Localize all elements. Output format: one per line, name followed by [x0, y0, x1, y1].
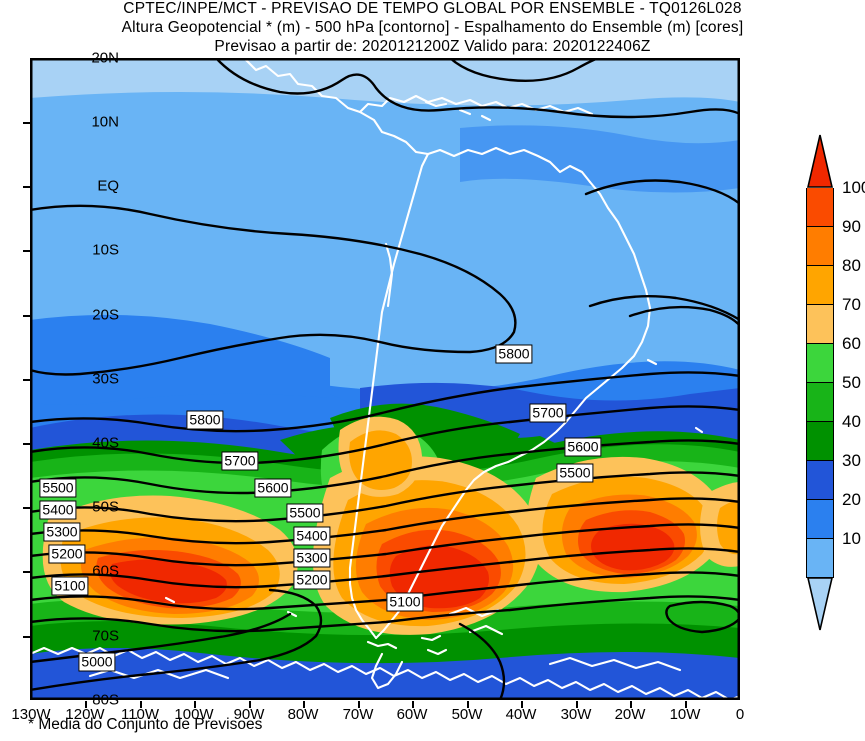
y-axis-label: 60S — [92, 562, 119, 580]
x-axis-tick — [140, 701, 142, 708]
contour-label: 5700 — [221, 451, 259, 471]
contour-label: 5200 — [293, 570, 331, 590]
contour-label: 5500 — [39, 478, 77, 498]
x-axis-tick — [467, 701, 469, 708]
y-axis-tick — [23, 636, 30, 638]
contour-label: 5200 — [48, 544, 86, 564]
x-axis-label: 50W — [451, 706, 483, 723]
x-axis-label: 0 — [735, 706, 745, 723]
contour-label: 5500 — [556, 463, 594, 483]
x-axis-label: 10W — [669, 706, 701, 723]
colorbar-tick-50: 50 — [842, 373, 861, 392]
contour-label: 5100 — [51, 576, 89, 596]
y-axis-label: 40S — [92, 434, 119, 452]
y-axis-tick — [23, 379, 30, 381]
y-axis-label: 10S — [92, 241, 119, 259]
contour-label: 5600 — [564, 437, 602, 457]
colorbar-tick-70: 70 — [842, 295, 861, 314]
map-canvas — [30, 58, 740, 700]
colorbar-tick-90: 90 — [842, 217, 861, 236]
contour-label: 5800 — [495, 344, 533, 364]
x-axis-label: 110W — [120, 706, 160, 723]
contour-label: 5300 — [293, 548, 331, 568]
y-axis-label: 20N — [91, 49, 119, 67]
x-axis-label: 40W — [505, 706, 537, 723]
x-axis-label: 20W — [614, 706, 646, 723]
colorbar-cell-90-100[interactable] — [806, 188, 834, 227]
colorbar-tick-20: 20 — [842, 490, 861, 509]
x-axis-tick — [303, 701, 305, 708]
x-axis-tick — [412, 701, 414, 708]
footer-note: * Media do Conjunto de Previsoes — [28, 716, 263, 733]
x-axis-tick — [576, 701, 578, 708]
x-axis-tick — [630, 701, 632, 708]
x-axis-label: 100W — [174, 706, 214, 723]
colorbar-cell-50-60[interactable] — [806, 344, 834, 383]
chart-title-institution: CPTEC/INPE/MCT - PREVISAO DE TEMPO GLOBA… — [123, 0, 742, 17]
y-axis-label: 20S — [92, 306, 119, 324]
colorbar-cell-10-20[interactable] — [806, 500, 834, 539]
x-axis-label: 70W — [342, 706, 374, 723]
y-axis-label: 10N — [91, 113, 119, 131]
contour-label: 5300 — [43, 522, 81, 542]
x-axis-tick — [249, 701, 251, 708]
x-axis-tick — [521, 701, 523, 708]
colorbar-cell-80-90[interactable] — [806, 227, 834, 266]
x-axis-tick — [194, 701, 196, 708]
contour-label: 5400 — [293, 526, 331, 546]
contour-label: 5000 — [78, 652, 116, 672]
x-axis-tick — [358, 701, 360, 708]
colorbar[interactable] — [806, 133, 834, 632]
x-axis-label: 90W — [233, 706, 265, 723]
colorbar-bottom-arrow — [806, 577, 834, 631]
colorbar-tick-80: 80 — [842, 256, 861, 275]
x-axis-label: 80W — [287, 706, 319, 723]
colorbar-cell-30-40[interactable] — [806, 422, 834, 461]
colorbar-tick-40: 40 — [842, 412, 861, 431]
y-axis-label: 70S — [92, 627, 119, 645]
x-axis-tick — [85, 701, 87, 708]
colorbar-cell-60-70[interactable] — [806, 305, 834, 344]
colorbar-cell-40-50[interactable] — [806, 383, 834, 422]
y-axis-label: EQ — [97, 177, 119, 195]
y-axis-tick — [23, 571, 30, 573]
colorbar-cell-below-10[interactable] — [806, 539, 834, 578]
contour-label: 5700 — [529, 403, 567, 423]
x-axis-label: 130W — [11, 706, 51, 723]
colorbar-tick-60: 60 — [842, 334, 861, 353]
y-axis-tick — [23, 443, 30, 445]
x-axis-tick — [685, 701, 687, 708]
x-axis-label: 60W — [396, 706, 428, 723]
y-axis-tick — [23, 122, 30, 124]
y-axis-label: 50S — [92, 498, 119, 516]
y-axis-tick — [23, 186, 30, 188]
colorbar-top-arrow — [806, 134, 834, 188]
colorbar-cell-70-80[interactable] — [806, 266, 834, 305]
y-axis-tick — [23, 315, 30, 317]
colorbar-tick-100: 100 — [842, 178, 865, 197]
colorbar-cell-20-30[interactable] — [806, 461, 834, 500]
chart-subtitle-dates: Previsao a partir de: 2020121200Z Valido… — [214, 38, 651, 55]
contour-label: 5600 — [254, 478, 292, 498]
y-axis-label: 30S — [92, 370, 119, 388]
y-axis-tick — [23, 250, 30, 252]
contour-label: 5800 — [186, 410, 224, 430]
map-plot-area[interactable]: 5800 5800 5700 5700 5600 5600 5500 5500 … — [30, 58, 740, 700]
contour-label: 5500 — [286, 503, 324, 523]
chart-header: CPTEC/INPE/MCT - PREVISAO DE TEMPO GLOBA… — [0, 0, 865, 56]
colorbar-tick-10: 10 — [842, 529, 861, 548]
y-axis-label: 80S — [92, 691, 119, 709]
contour-label: 5400 — [39, 500, 77, 520]
x-axis-label: 30W — [560, 706, 592, 723]
contour-label: 5100 — [386, 592, 424, 612]
x-axis-label: 120W — [65, 706, 105, 723]
colorbar-tick-30: 30 — [842, 451, 861, 470]
chart-title-variable: Altura Geopotencial * (m) - 500 hPa [con… — [121, 19, 744, 36]
y-axis-tick — [23, 507, 30, 509]
